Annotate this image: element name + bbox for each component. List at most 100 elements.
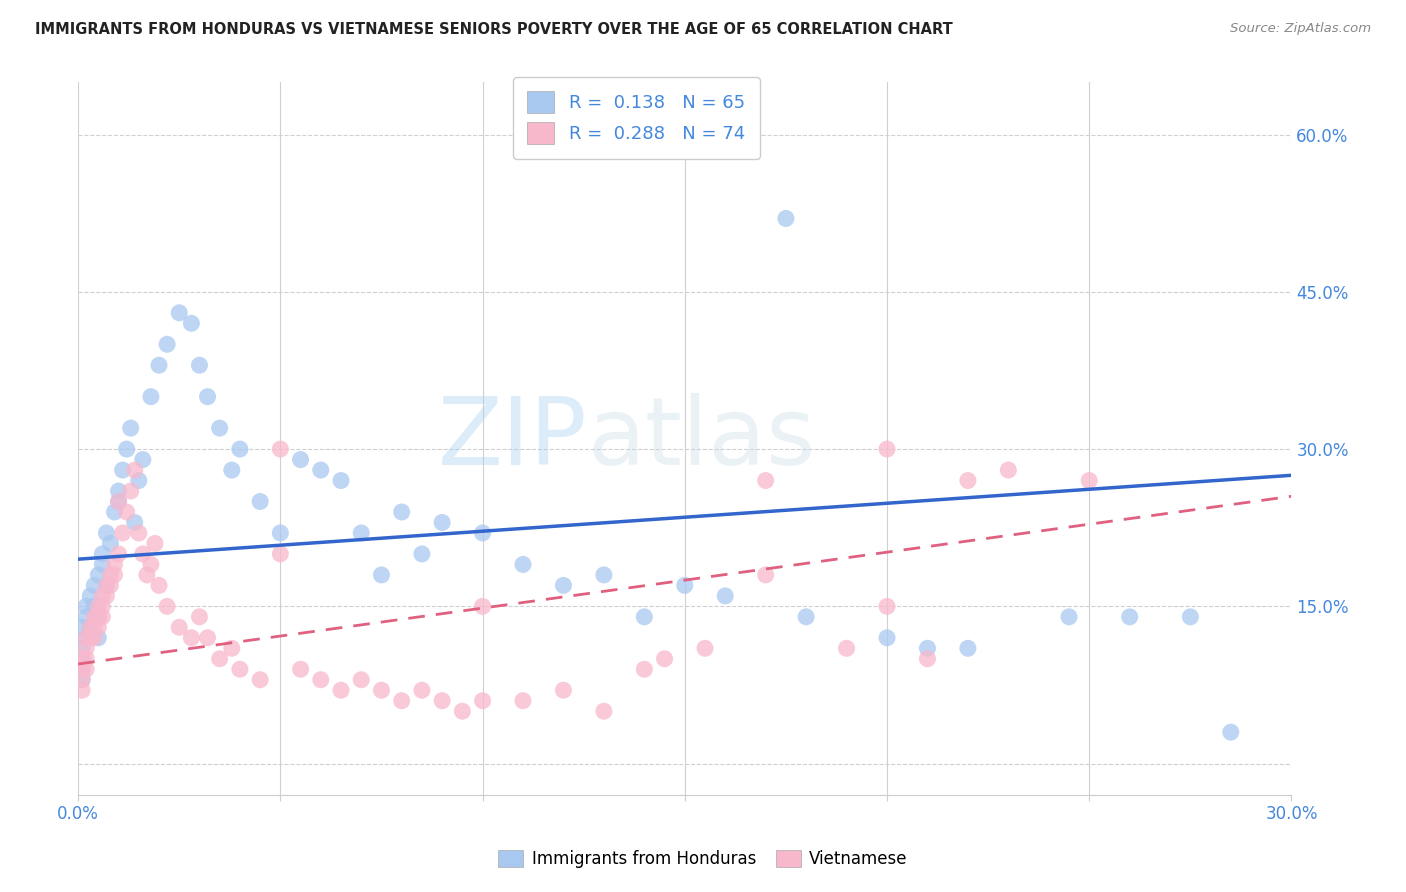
Point [87,620,110,634]
Point [87,568,110,582]
Point [350,525,373,540]
Point [411,683,433,698]
Point [309,673,332,687]
Point [96,525,118,540]
Point [100,578,122,592]
Point [75,631,97,645]
Point [120,421,142,435]
Point [107,494,129,508]
Point [70,683,93,698]
Point [249,673,271,687]
Point [107,547,129,561]
Point [593,704,616,718]
Point [132,547,155,561]
Point [673,578,696,592]
Point [83,578,105,592]
Point [96,578,118,592]
Point [79,620,101,634]
Point [79,631,101,645]
Point [132,452,155,467]
Point [269,547,291,561]
Point [115,505,138,519]
Point [148,358,170,372]
Point [309,463,332,477]
Point [79,589,101,603]
Point [111,463,134,477]
Text: IMMIGRANTS FROM HONDURAS VS VIETNAMESE SENIORS POVERTY OVER THE AGE OF 65 CORREL: IMMIGRANTS FROM HONDURAS VS VIETNAMESE S… [35,22,953,37]
Point [775,211,797,226]
Point [139,390,162,404]
Legend: Immigrants from Honduras, Vietnamese: Immigrants from Honduras, Vietnamese [489,842,917,877]
Point [633,610,655,624]
Point [350,673,373,687]
Point [180,631,202,645]
Point [156,599,179,614]
Point [553,578,575,592]
Point [91,589,114,603]
Point [1180,610,1202,624]
Point [91,610,114,624]
Point [103,568,125,582]
Point [330,474,353,488]
Point [693,641,716,656]
Point [917,641,939,656]
Point [75,652,97,666]
Point [221,463,243,477]
Point [128,474,150,488]
Point [471,525,494,540]
Text: ZIP: ZIP [439,392,588,484]
Point [70,620,93,634]
Point [997,463,1019,477]
Point [100,536,122,550]
Point [188,610,211,624]
Point [411,547,433,561]
Point [755,568,778,582]
Point [100,568,122,582]
Point [451,704,474,718]
Point [70,641,93,656]
Point [167,620,190,634]
Point [956,474,979,488]
Point [111,525,134,540]
Point [917,652,939,666]
Point [876,442,898,456]
Point [75,599,97,614]
Point [75,610,97,624]
Point [70,673,93,687]
Point [593,568,616,582]
Point [269,525,291,540]
Point [115,442,138,456]
Point [835,641,858,656]
Point [75,641,97,656]
Point [714,589,737,603]
Point [75,662,97,676]
Point [83,599,105,614]
Point [167,306,190,320]
Point [103,505,125,519]
Point [79,620,101,634]
Point [103,558,125,572]
Point [70,673,93,687]
Point [83,620,105,634]
Point [148,578,170,592]
Point [755,474,778,488]
Point [107,483,129,498]
Point [512,558,534,572]
Point [330,683,353,698]
Point [654,652,676,666]
Point [124,516,146,530]
Point [249,494,271,508]
Point [96,578,118,592]
Point [91,547,114,561]
Text: Source: ZipAtlas.com: Source: ZipAtlas.com [1230,22,1371,36]
Point [143,536,166,550]
Point [128,525,150,540]
Point [75,631,97,645]
Point [221,641,243,656]
Point [70,662,93,676]
Point [188,358,211,372]
Text: atlas: atlas [588,392,815,484]
Point [512,694,534,708]
Point [208,652,231,666]
Point [229,442,252,456]
